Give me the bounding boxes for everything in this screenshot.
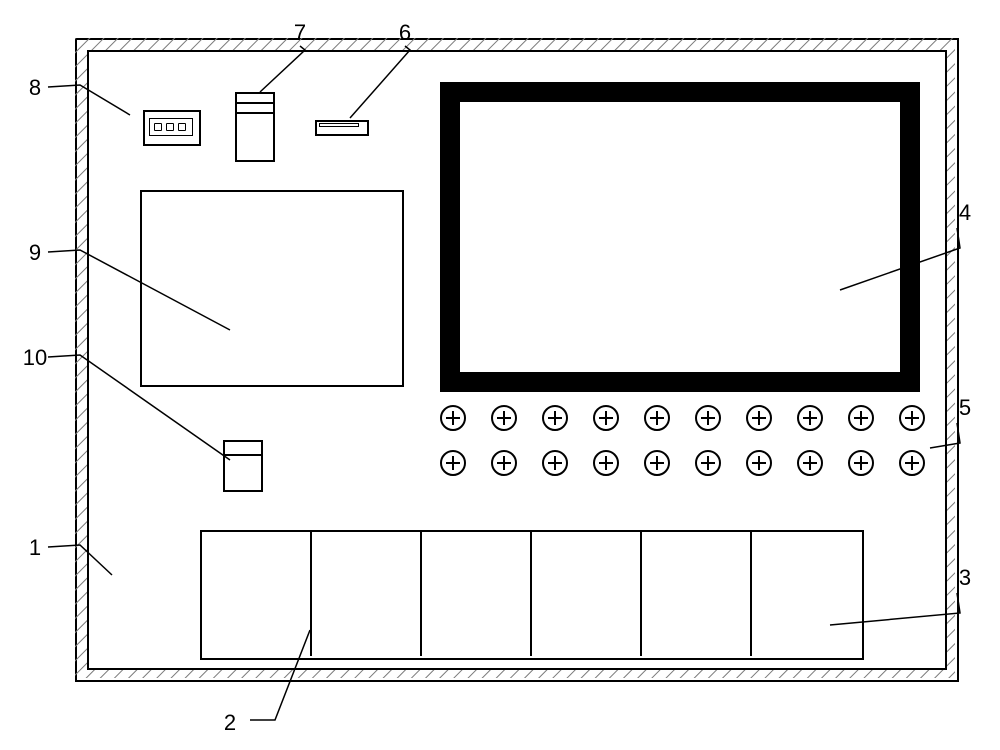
- component-10-line: [223, 454, 261, 456]
- connector-port: [899, 405, 925, 431]
- connector-port: [797, 450, 823, 476]
- connector-port: [797, 405, 823, 431]
- connector-port: [746, 450, 772, 476]
- diagram-stage: 8 7 6 4 5 3 9 10 1 2: [0, 0, 1000, 750]
- callout-label-1: 1: [20, 535, 50, 561]
- connector-port: [440, 450, 466, 476]
- connector-port: [542, 450, 568, 476]
- callout-label-9: 9: [20, 240, 50, 266]
- connector-port: [695, 450, 721, 476]
- component-10: [223, 440, 263, 492]
- connector-port: [848, 405, 874, 431]
- component-8-dot: [154, 123, 162, 131]
- component-8-dot: [178, 123, 186, 131]
- connector-port: [746, 405, 772, 431]
- callout-label-4: 4: [950, 200, 980, 226]
- component-7-line: [235, 102, 273, 104]
- connector-port: [899, 450, 925, 476]
- storage-divider: [750, 530, 752, 656]
- storage-divider: [420, 530, 422, 656]
- connector-port: [644, 405, 670, 431]
- callout-label-2: 2: [215, 710, 245, 736]
- connector-port: [848, 450, 874, 476]
- component-7-line: [235, 112, 273, 114]
- connector-port: [593, 405, 619, 431]
- callout-label-7: 7: [285, 20, 315, 46]
- callout-label-10: 10: [20, 345, 50, 371]
- component-6-inner: [319, 123, 359, 127]
- connector-port: [644, 450, 670, 476]
- storage-row: [200, 530, 864, 660]
- callout-label-5: 5: [950, 395, 980, 421]
- callout-label-6: 6: [390, 20, 420, 46]
- connector-port: [491, 450, 517, 476]
- connector-port: [491, 405, 517, 431]
- storage-divider: [640, 530, 642, 656]
- connector-port: [695, 405, 721, 431]
- connector-port: [542, 405, 568, 431]
- screen-panel: [440, 82, 920, 392]
- storage-divider: [530, 530, 532, 656]
- callout-label-8: 8: [20, 75, 50, 101]
- storage-divider: [310, 530, 312, 656]
- callout-label-3: 3: [950, 565, 980, 591]
- connector-port: [593, 450, 619, 476]
- panel-9: [140, 190, 404, 387]
- connector-port: [440, 405, 466, 431]
- component-8-dot: [166, 123, 174, 131]
